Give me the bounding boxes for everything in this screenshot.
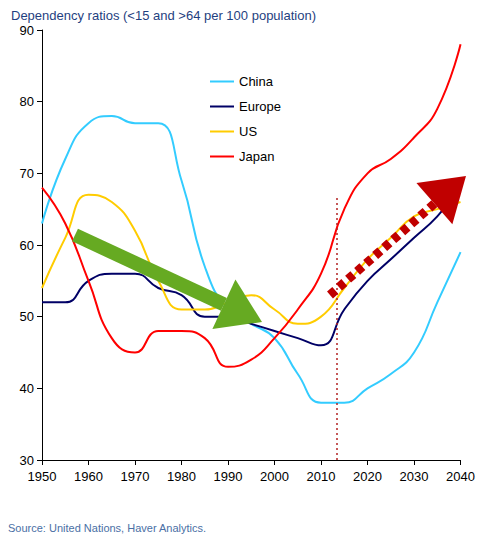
svg-text:Japan: Japan [239,149,274,164]
svg-text:Dependency ratios (<15 and >64: Dependency ratios (<15 and >64 per 100 p… [11,8,316,23]
svg-text:US: US [239,124,257,139]
svg-text:2030: 2030 [400,469,429,484]
svg-text:70: 70 [20,166,34,181]
svg-text:Europe: Europe [239,99,281,114]
svg-text:40: 40 [20,381,34,396]
svg-text:2010: 2010 [307,469,336,484]
svg-text:80: 80 [20,94,34,109]
svg-text:60: 60 [20,238,34,253]
svg-text:1990: 1990 [214,469,243,484]
svg-text:1950: 1950 [28,469,57,484]
svg-text:50: 50 [20,309,34,324]
svg-text:1970: 1970 [121,469,150,484]
svg-text:2000: 2000 [260,469,289,484]
svg-text:30: 30 [20,453,34,468]
svg-text:China: China [239,74,274,89]
svg-text:2020: 2020 [353,469,382,484]
svg-text:90: 90 [20,23,34,38]
svg-text:Source: United Nations, Haver: Source: United Nations, Haver Analytics. [8,522,206,534]
svg-text:1980: 1980 [167,469,196,484]
svg-text:2040: 2040 [446,469,475,484]
svg-text:1960: 1960 [74,469,103,484]
